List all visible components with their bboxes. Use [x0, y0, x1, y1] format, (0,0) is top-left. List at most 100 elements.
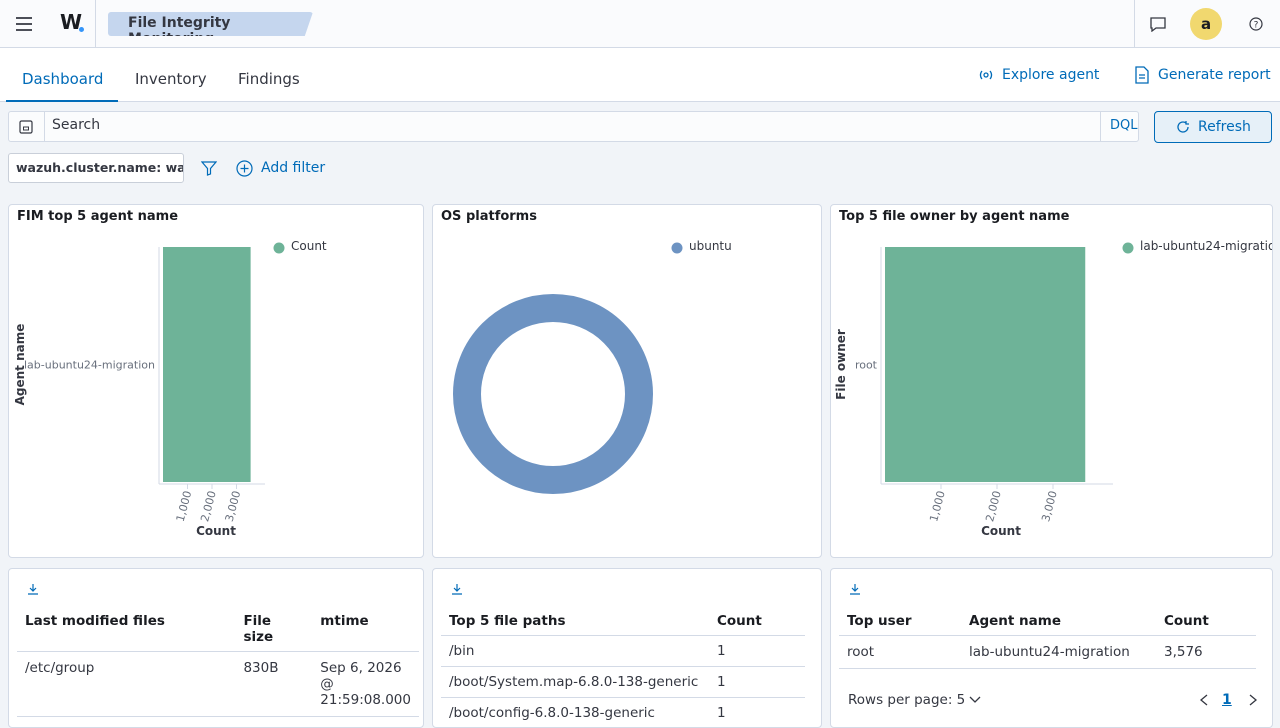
icon-path: [28, 584, 38, 594]
column-header: File size: [235, 607, 312, 652]
table-cell: /etc/gshadow: [17, 717, 235, 728]
chevron-down: [969, 695, 981, 705]
download-icon[interactable]: [451, 583, 463, 595]
divider: [1100, 112, 1101, 141]
column-header: Top user: [839, 607, 961, 636]
save-icon[interactable]: [19, 120, 33, 134]
prev-page[interactable]: [1199, 694, 1209, 706]
search-input[interactable]: Search: [52, 117, 100, 133]
legend-swatch: [1123, 243, 1134, 254]
table-cell: 1: [709, 667, 805, 698]
table-row: /etc/gshadow698BSep 6, 2026: [17, 717, 419, 728]
rows-per-page[interactable]: Rows per page: 5: [848, 692, 965, 708]
icon-path: [452, 584, 462, 594]
x-tick-label: 2,000: [198, 489, 219, 523]
legend-label: ubuntu: [689, 239, 732, 253]
table-cell: /etc/group: [17, 652, 235, 717]
column-header: Last modified files: [17, 607, 235, 652]
filter-pill[interactable]: wazuh.cluster.name: wazuh: [8, 153, 184, 183]
column-header: Top 5 file paths: [441, 607, 709, 636]
svg-text:?: ?: [1254, 21, 1259, 31]
download-icon[interactable]: [27, 583, 39, 595]
add-filter-icon: [236, 160, 253, 177]
refresh-label: Refresh: [1198, 119, 1251, 135]
avatar[interactable]: a: [1190, 8, 1222, 40]
menu-icon[interactable]: [14, 15, 34, 33]
tab[interactable]: Findings: [238, 70, 300, 88]
table-cell: Sep 6, 2026: [312, 717, 419, 728]
y-axis-label: Agent name: [13, 324, 27, 406]
table-cell: Sep 6, 2026 @ 21:59:08.000: [312, 652, 419, 717]
legend-swatch: [672, 243, 683, 254]
x-tick-label: 3,000: [1039, 489, 1060, 523]
y-axis-label: File owner: [834, 329, 848, 400]
y-tick-label: lab-ubuntu24-migration: [24, 359, 155, 372]
tab[interactable]: Inventory: [135, 70, 207, 88]
refresh-button[interactable]: Refresh: [1154, 111, 1272, 143]
logo-dot: [79, 27, 84, 32]
refresh-icon: [1176, 120, 1190, 134]
chart: ubuntu: [433, 205, 821, 545]
divider: [95, 0, 96, 48]
table-cell: 830B: [235, 652, 312, 717]
table-cell: 3,576: [1156, 636, 1256, 669]
breadcrumb[interactable]: File Integrity Monitoring: [108, 12, 313, 36]
table-cell: 698B: [235, 717, 312, 728]
column-header: mtime: [312, 607, 419, 652]
y-tick-label: root: [855, 359, 878, 372]
x-tick-label: 1,000: [927, 489, 948, 523]
table-cell: /boot/config-6.8.0-138-generic: [441, 698, 709, 728]
explore-agent[interactable]: Explore agent: [1002, 67, 1099, 83]
tab[interactable]: Dashboard: [22, 70, 103, 88]
tab-underline: [6, 100, 118, 102]
x-axis-label: Count: [196, 524, 236, 538]
next-page[interactable]: [1248, 694, 1258, 706]
table-cell: /boot/System.map-6.8.0-138-generic: [441, 667, 709, 698]
table-cell: 1: [709, 698, 805, 728]
dql-toggle[interactable]: DQL: [1110, 118, 1138, 133]
search-bar: Search DQL: [8, 111, 1139, 142]
generate-report[interactable]: Generate report: [1158, 67, 1271, 83]
column-header: Count: [1156, 607, 1256, 636]
add-filter[interactable]: Add filter: [261, 160, 325, 176]
chat-icon[interactable]: [1149, 16, 1167, 32]
download-icon[interactable]: [849, 583, 861, 595]
x-tick-label: 1,000: [174, 489, 195, 523]
table-cell: lab-ubuntu24-migration: [961, 636, 1156, 669]
pie-slice: [467, 308, 639, 480]
x-axis-label: Count: [981, 524, 1021, 538]
bar: [885, 247, 1085, 482]
column-header: Agent name: [961, 607, 1156, 636]
bar: [163, 247, 251, 482]
table-cell: root: [839, 636, 961, 669]
agent-icon: [977, 67, 995, 83]
x-tick-label: 3,000: [223, 489, 244, 523]
legend-label: lab-ubuntu24-migration: [1140, 239, 1272, 253]
divider: [1134, 0, 1135, 48]
legend-label: Count: [291, 239, 327, 253]
legend-swatch: [274, 243, 285, 254]
help-icon[interactable]: ?: [1249, 17, 1263, 31]
report-icon: [1134, 66, 1150, 84]
page-number[interactable]: 1: [1222, 692, 1232, 708]
icon-path: [850, 584, 860, 594]
filter-icon[interactable]: [201, 161, 217, 176]
